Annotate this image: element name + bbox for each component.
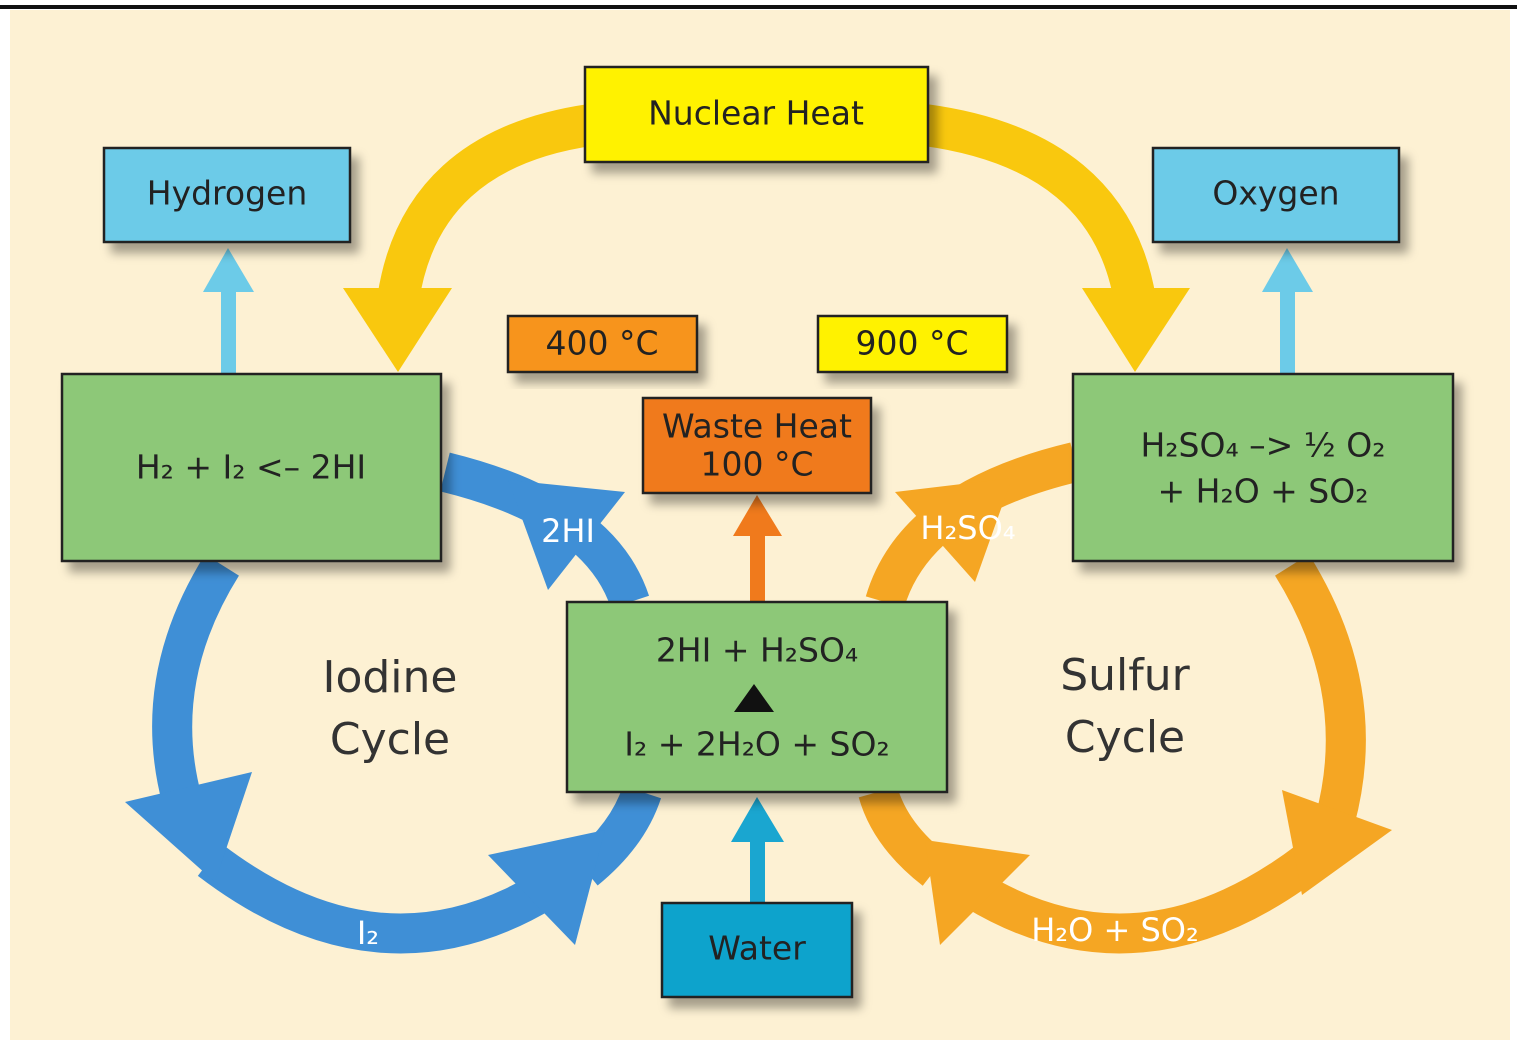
node-label: Nuclear Heat: [648, 94, 864, 133]
sulfur-reaction-box: [1071, 372, 1455, 563]
water-arrowhead: [731, 797, 784, 842]
heat-arrow-right: [922, 104, 1156, 304]
waste-heat-box: [641, 396, 873, 495]
heat-arrow-left: [377, 104, 594, 304]
iodine-arrow-bottom: [197, 844, 556, 954]
waste-heat-arrowhead: [733, 495, 782, 536]
node-label: 400 °C: [545, 324, 658, 363]
node-label: 2HI + H₂SO₄: [656, 631, 858, 670]
cycle-label: Iodine: [322, 652, 457, 703]
node-label: Hydrogen: [147, 174, 308, 213]
node-label: 100 °C: [700, 445, 813, 484]
iodine-reaction-box: [60, 372, 443, 563]
oxygen-box: [1151, 146, 1401, 244]
node-label: H₂ + I₂ <– 2HI: [136, 448, 366, 487]
node-label: I₂ + 2H₂O + SO₂: [624, 725, 889, 764]
cycle-label: Sulfur: [1060, 650, 1190, 701]
flow-label: H₂O + SO₂: [1031, 911, 1199, 949]
node-label: Oxygen: [1212, 174, 1339, 213]
sulfur-arrowhead-top: [895, 478, 1012, 582]
node-label: H₂SO₄ –> ½ O₂: [1140, 426, 1385, 465]
iodine-arrowhead-bottom: [488, 830, 605, 945]
reaction-triangle: [734, 684, 774, 712]
flow-label: I₂: [357, 914, 379, 952]
temp-900-box: [816, 314, 1009, 374]
iodine-arrowhead-top: [508, 480, 625, 590]
sulfur-arrowhead-right: [1282, 790, 1392, 895]
oxygen-arrow: [1280, 288, 1295, 374]
node-label: 900 °C: [855, 324, 968, 363]
heat-arrowhead-right: [1082, 288, 1190, 372]
sulfur-arrowhead-bottom: [925, 840, 1030, 945]
node-label: Waste Heat: [662, 407, 852, 446]
sulfur-arrow-bottom: [964, 844, 1323, 954]
sulfur-arrow-right: [1274, 554, 1366, 826]
flow-label: H₂SO₄: [920, 509, 1015, 547]
cycle-label: Cycle: [1065, 712, 1185, 763]
flow-label: 2HI: [541, 512, 595, 550]
sulfur-arrow-return: [858, 785, 948, 886]
iodine-arrow-left: [152, 554, 240, 806]
iodine-arrowhead-left: [125, 772, 252, 882]
temp-400-box: [506, 314, 699, 374]
node-label: Water: [708, 929, 806, 968]
hydrogen-arrow: [221, 288, 236, 374]
node-label: + H₂O + SO₂: [1158, 472, 1369, 511]
cycle-label: Cycle: [330, 714, 450, 765]
nuclear-heat-box: [583, 65, 930, 164]
oxygen-arrowhead: [1262, 248, 1313, 292]
waste-heat-arrow: [750, 532, 765, 604]
water-arrow: [750, 838, 765, 905]
heat-arrows: [377, 104, 1156, 304]
hydrogen-arrowhead: [203, 248, 254, 292]
water-box: [660, 901, 854, 999]
hydrogen-box: [102, 146, 352, 244]
heat-arrowhead-left: [343, 288, 452, 372]
